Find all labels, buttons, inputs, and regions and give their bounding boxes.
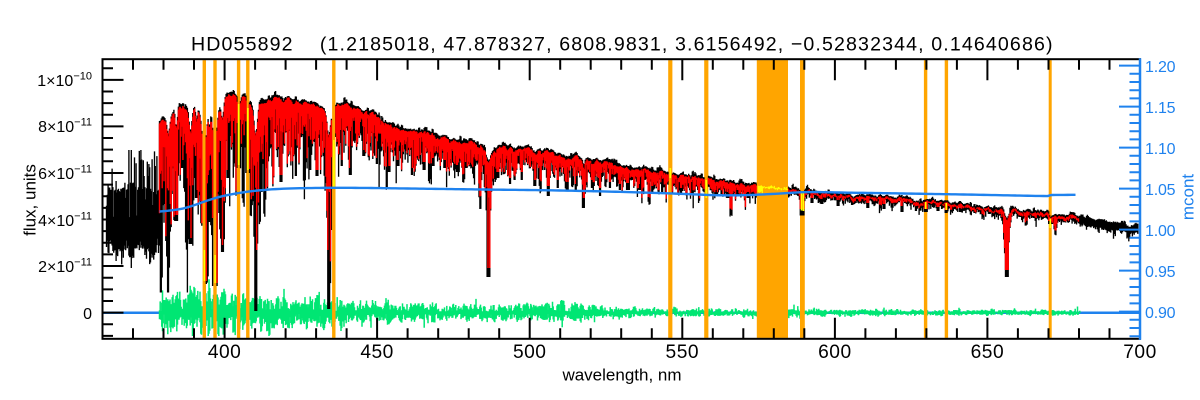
svg-text:700: 700 bbox=[1123, 342, 1157, 363]
svg-text:500: 500 bbox=[513, 342, 547, 363]
svg-text:1.10: 1.10 bbox=[1145, 141, 1176, 158]
svg-text:650: 650 bbox=[971, 342, 1005, 363]
svg-text:1.05: 1.05 bbox=[1145, 182, 1176, 199]
svg-text:1.00: 1.00 bbox=[1145, 223, 1176, 240]
svg-text:mcont: mcont bbox=[1179, 174, 1198, 221]
svg-text:wavelength, nm: wavelength, nm bbox=[561, 366, 681, 385]
svg-text:HD055892 (1.2185018, 47.878: HD055892 (1.2185018, 47.878327, 6808.983… bbox=[191, 34, 1054, 56]
svg-text:0.90: 0.90 bbox=[1145, 305, 1176, 322]
svg-text:0: 0 bbox=[83, 306, 92, 323]
svg-text:1.20: 1.20 bbox=[1145, 59, 1176, 76]
svg-text:450: 450 bbox=[360, 342, 394, 363]
svg-text:600: 600 bbox=[818, 342, 852, 363]
svg-text:flux, units: flux, units bbox=[21, 164, 40, 236]
svg-text:0.95: 0.95 bbox=[1145, 264, 1176, 281]
svg-text:550: 550 bbox=[666, 342, 700, 363]
svg-text:400: 400 bbox=[208, 342, 242, 363]
svg-text:1.15: 1.15 bbox=[1145, 100, 1176, 117]
